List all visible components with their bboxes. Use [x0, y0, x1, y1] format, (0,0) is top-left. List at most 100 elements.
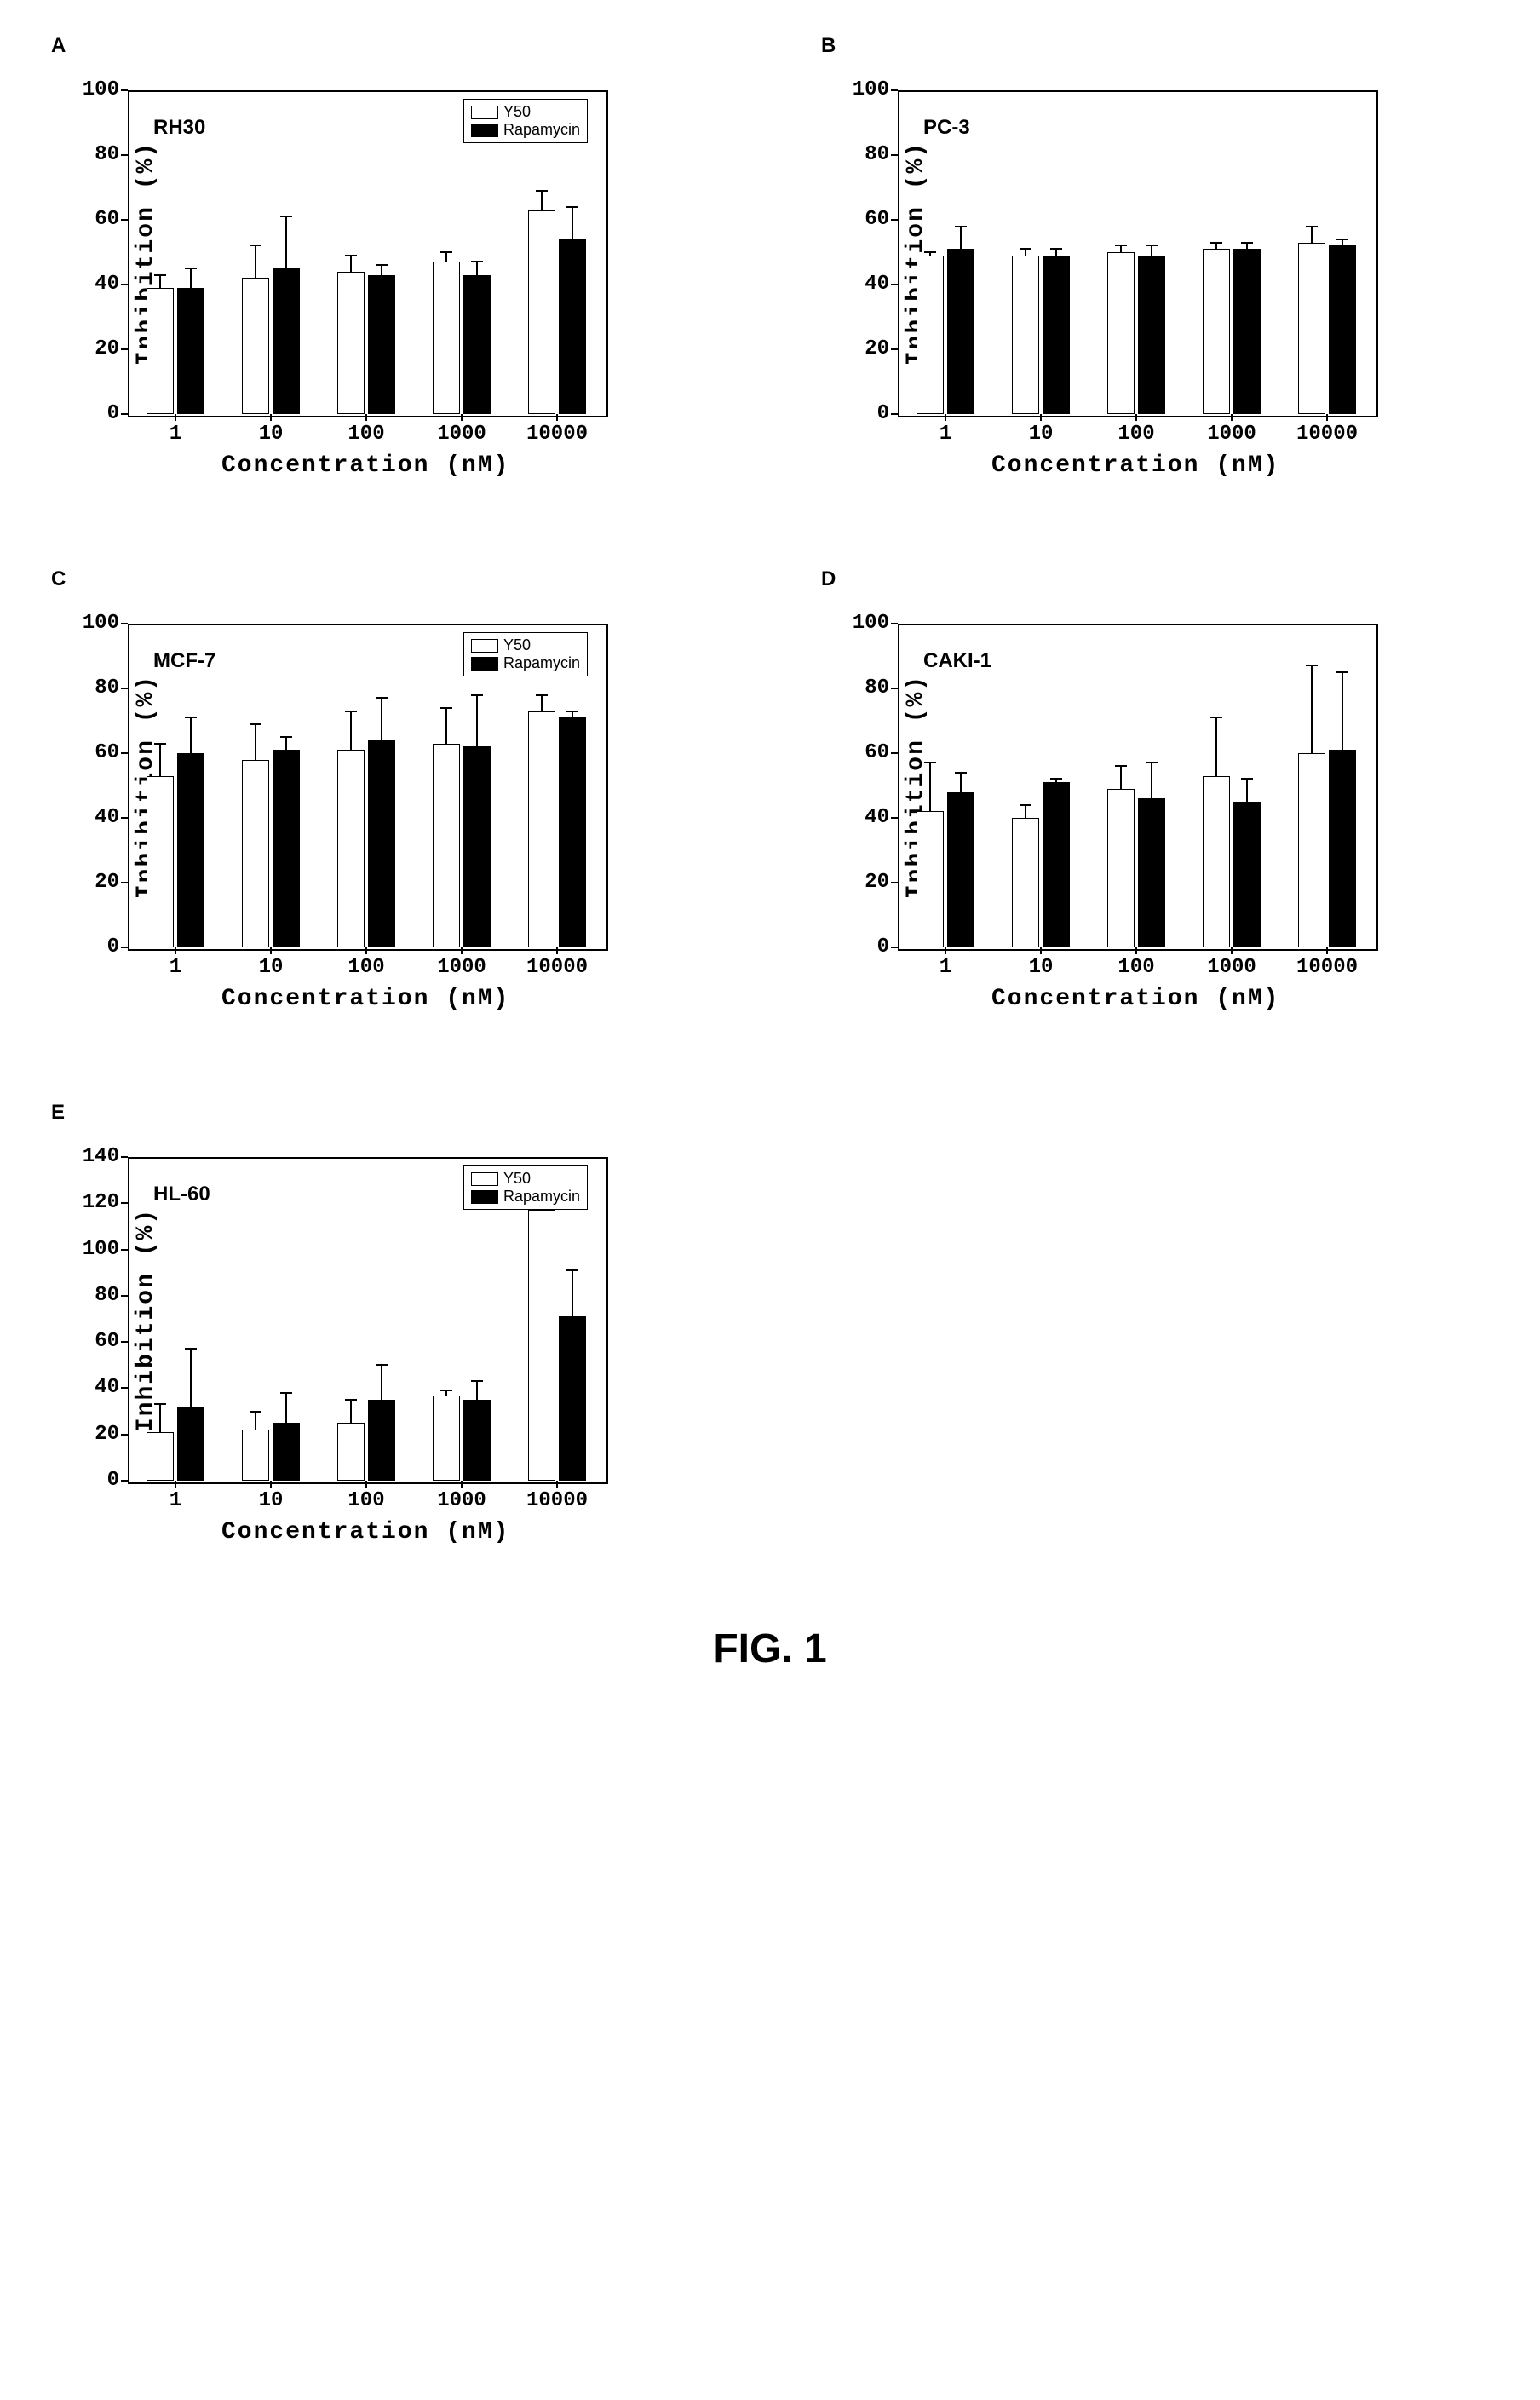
bar-y50	[337, 1423, 365, 1481]
y-tick	[891, 413, 898, 415]
x-axis-label: Concentration (nM)	[221, 1519, 509, 1545]
y-tick-label: 0	[847, 935, 889, 958]
y-tick-label: 40	[77, 1376, 119, 1399]
panel-b: B020406080100Inhibition (%)1101001000100…	[804, 34, 1506, 516]
legend-label: Rapamycin	[503, 121, 580, 139]
bar-y50	[917, 256, 944, 414]
error-bar	[1342, 672, 1343, 750]
error-cap	[1115, 765, 1127, 767]
panel-title: PC-3	[923, 116, 970, 140]
chart-area: 020406080100Inhibition (%)11010010001000…	[34, 598, 630, 1050]
error-bar	[929, 763, 931, 811]
x-tick	[556, 947, 558, 954]
y-tick-label: 40	[847, 273, 889, 296]
y-tick-label: 80	[77, 143, 119, 166]
error-cap	[1241, 778, 1253, 780]
error-bar	[1342, 239, 1343, 246]
error-bar	[190, 717, 192, 753]
bar-y50	[337, 750, 365, 947]
y-tick	[891, 882, 898, 883]
y-tick-label: 140	[77, 1145, 119, 1168]
y-tick-label: 20	[77, 337, 119, 360]
y-tick	[891, 817, 898, 819]
x-tick	[365, 414, 367, 421]
y-tick-label: 0	[847, 402, 889, 425]
bar-y50	[147, 776, 174, 947]
panel-e: E020406080100120140Inhibition (%)1101001…	[34, 1101, 736, 1583]
legend: Y50Rapamycin	[463, 632, 588, 676]
figure-caption: FIG. 1	[34, 1626, 1506, 1672]
y-tick-label: 100	[77, 1238, 119, 1261]
error-cap	[345, 1399, 357, 1401]
panel-letter: D	[821, 567, 1506, 591]
bar-y50	[242, 1430, 269, 1481]
error-bar	[1151, 763, 1152, 798]
x-tick	[1040, 414, 1042, 421]
panel-title: CAKI-1	[923, 649, 991, 673]
bar-rapamycin	[273, 268, 300, 414]
panel-letter: E	[51, 1101, 736, 1125]
y-tick-label: 40	[847, 806, 889, 829]
error-cap	[345, 711, 357, 712]
y-tick	[121, 1202, 128, 1204]
legend-label: Y50	[503, 1170, 531, 1188]
bar-y50	[528, 1210, 555, 1481]
y-tick-label: 40	[77, 273, 119, 296]
y-tick	[891, 219, 898, 221]
y-tick-label: 100	[847, 78, 889, 101]
y-tick	[121, 1156, 128, 1158]
bar-y50	[1203, 249, 1230, 414]
y-tick-label: 60	[847, 741, 889, 764]
bar-rapamycin	[177, 1407, 204, 1481]
error-cap	[280, 736, 292, 738]
bar-y50	[433, 262, 460, 414]
chart-area: 020406080100Inhibition (%)11010010001000…	[804, 65, 1400, 516]
bar-rapamycin	[1138, 798, 1165, 947]
error-cap	[1306, 226, 1318, 227]
error-bar	[350, 1400, 352, 1423]
error-bar	[255, 724, 256, 760]
error-bar	[159, 744, 161, 776]
y-tick	[891, 284, 898, 285]
x-tick	[1326, 947, 1328, 954]
x-tick-label: 1	[940, 956, 951, 979]
x-tick-label: 10000	[1296, 956, 1358, 979]
panel-title: HL-60	[153, 1183, 210, 1206]
error-cap	[566, 1269, 578, 1271]
y-tick-label: 20	[847, 337, 889, 360]
error-cap	[566, 711, 578, 712]
x-tick	[365, 947, 367, 954]
error-cap	[536, 190, 548, 192]
error-bar	[572, 1270, 573, 1316]
bar-y50	[1203, 776, 1230, 947]
error-cap	[955, 772, 967, 774]
error-cap	[376, 1364, 388, 1366]
error-cap	[1210, 242, 1222, 244]
x-tick-label: 100	[348, 956, 384, 979]
chart-area: 020406080100Inhibition (%)11010010001000…	[34, 65, 630, 516]
error-cap	[185, 1348, 197, 1350]
error-cap	[1115, 245, 1127, 246]
panel-letter: C	[51, 567, 736, 591]
bar-y50	[147, 1432, 174, 1481]
y-tick	[121, 688, 128, 689]
panel-d: D020406080100Inhibition (%)1101001000100…	[804, 567, 1506, 1050]
y-tick-label: 20	[77, 1423, 119, 1446]
error-bar	[285, 216, 287, 268]
error-bar	[1215, 717, 1217, 775]
x-tick	[461, 947, 463, 954]
bar-rapamycin	[559, 239, 586, 414]
legend-row-y50: Y50	[471, 1170, 580, 1188]
y-tick	[121, 284, 128, 285]
legend: Y50Rapamycin	[463, 99, 588, 143]
x-tick	[945, 414, 946, 421]
bar-rapamycin	[1043, 782, 1070, 947]
y-tick-label: 0	[77, 935, 119, 958]
error-bar	[1025, 249, 1026, 256]
y-tick-label: 60	[847, 208, 889, 231]
y-tick-label: 80	[77, 1284, 119, 1307]
error-bar	[285, 737, 287, 750]
x-tick	[1231, 414, 1233, 421]
bar-rapamycin	[463, 275, 491, 414]
panel-letter: A	[51, 34, 736, 58]
